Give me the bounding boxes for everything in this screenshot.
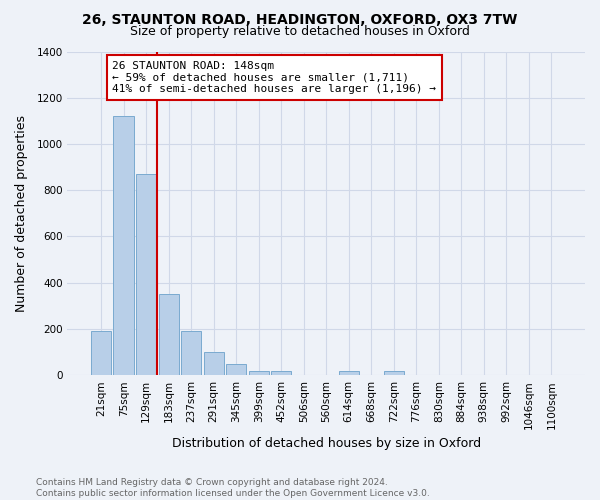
Bar bbox=[383, 370, 404, 375]
X-axis label: Distribution of detached houses by size in Oxford: Distribution of detached houses by size … bbox=[172, 437, 481, 450]
Bar bbox=[203, 352, 224, 375]
Bar bbox=[158, 294, 179, 375]
Text: 26, STAUNTON ROAD, HEADINGTON, OXFORD, OX3 7TW: 26, STAUNTON ROAD, HEADINGTON, OXFORD, O… bbox=[82, 12, 518, 26]
Bar bbox=[91, 332, 111, 375]
Bar bbox=[338, 370, 359, 375]
Bar bbox=[181, 332, 201, 375]
Bar bbox=[226, 364, 247, 375]
Bar bbox=[248, 370, 269, 375]
Bar bbox=[136, 174, 156, 375]
Text: Contains HM Land Registry data © Crown copyright and database right 2024.
Contai: Contains HM Land Registry data © Crown c… bbox=[36, 478, 430, 498]
Bar bbox=[113, 116, 134, 375]
Text: 26 STAUNTON ROAD: 148sqm
← 59% of detached houses are smaller (1,711)
41% of sem: 26 STAUNTON ROAD: 148sqm ← 59% of detach… bbox=[112, 60, 436, 94]
Text: Size of property relative to detached houses in Oxford: Size of property relative to detached ho… bbox=[130, 25, 470, 38]
Bar bbox=[271, 370, 292, 375]
Y-axis label: Number of detached properties: Number of detached properties bbox=[15, 115, 28, 312]
